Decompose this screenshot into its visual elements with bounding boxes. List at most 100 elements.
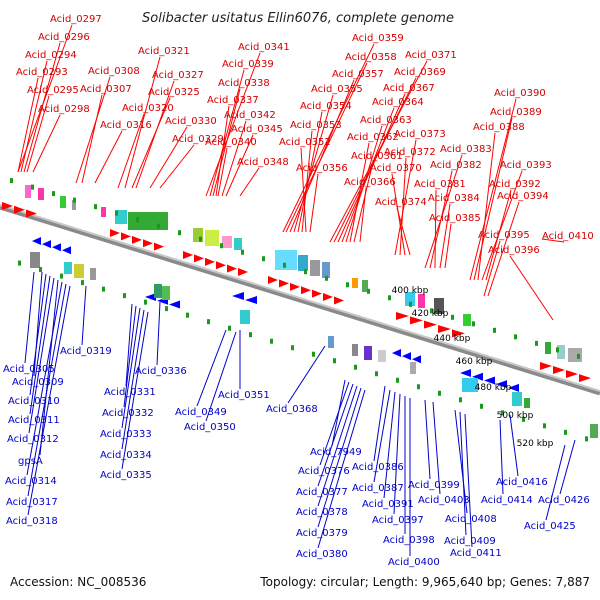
feature-marker bbox=[123, 293, 126, 299]
gene-block bbox=[310, 260, 320, 276]
leader-line-forward bbox=[301, 130, 313, 233]
gene-block bbox=[524, 398, 530, 408]
gene-arrow-forward bbox=[268, 276, 278, 284]
gene-label-forward: Acid_0358 bbox=[345, 52, 397, 63]
gene-label-forward: Acid_0321 bbox=[138, 46, 190, 57]
gene-label-forward: Acid_0374 bbox=[375, 197, 427, 208]
gene-arrow-reverse bbox=[169, 300, 180, 309]
gene-label-forward: Acid_0308 bbox=[88, 66, 140, 77]
tick-label: 480 kbp bbox=[475, 383, 512, 393]
tick-label: 520 kbp bbox=[517, 439, 554, 449]
gene-label-forward: Acid_0327 bbox=[152, 70, 204, 81]
gene-label-forward: Acid_0388 bbox=[473, 122, 525, 133]
gene-label-reverse: Acid_0351 bbox=[218, 390, 270, 401]
genome-backbone bbox=[0, 204, 600, 396]
feature-marker bbox=[438, 390, 441, 396]
gene-arrow-reverse bbox=[245, 296, 257, 305]
feature-marker bbox=[451, 314, 454, 320]
gene-label-forward: Acid_0348 bbox=[237, 157, 289, 168]
gene-label-reverse: Acid_0312 bbox=[7, 434, 59, 445]
gene-label-reverse: Acid_0334 bbox=[100, 450, 152, 461]
leader-line-reverse bbox=[156, 301, 161, 366]
gene-label-forward: Acid_0354 bbox=[300, 101, 352, 112]
leader-line-reverse bbox=[205, 331, 237, 422]
feature-marker bbox=[472, 321, 475, 327]
feature-marker bbox=[94, 204, 97, 210]
gene-label-forward: Acid_0366 bbox=[344, 177, 396, 188]
leader-line-reverse bbox=[287, 345, 326, 404]
gene-label-forward: Acid_0329 bbox=[172, 134, 224, 145]
backbone-highlight bbox=[0, 204, 600, 392]
gene-label-forward: Acid_0381 bbox=[414, 179, 466, 190]
scale-ticks: 400 kbp 420 kbp 440 kbp 460 kbp 480 kbp 500 k… bbox=[392, 286, 554, 449]
gene-label-reverse: Acid_0311 bbox=[8, 415, 60, 426]
gene-block bbox=[240, 310, 250, 324]
gene-label-forward: Acid_0382 bbox=[430, 160, 482, 171]
gene-label-reverse: Acid_0379 bbox=[296, 528, 348, 539]
leader-line-forward bbox=[23, 42, 61, 173]
leader-line-forward bbox=[394, 139, 417, 256]
gene-label-reverse: Acid_0391 bbox=[362, 499, 414, 510]
tick-label: 400 kbp bbox=[392, 286, 429, 296]
gene-arrow-forward bbox=[143, 239, 153, 248]
feature-marker bbox=[207, 319, 210, 325]
feature-marker bbox=[514, 334, 517, 340]
leader-line-forward bbox=[541, 238, 565, 243]
gene-arrow-forward bbox=[566, 370, 578, 379]
tick-label: 460 kbp bbox=[456, 357, 493, 367]
feature-marker bbox=[144, 299, 147, 305]
gene-block bbox=[128, 212, 168, 230]
gene-label-forward: Acid_0384 bbox=[428, 193, 480, 204]
gene-label-forward: Acid_0339 bbox=[222, 59, 274, 70]
tick-label: 500 kbp bbox=[497, 411, 534, 421]
feature-marker bbox=[291, 345, 294, 351]
leader-line-forward bbox=[473, 117, 513, 281]
gene-label-reverse: Acid_0387 bbox=[352, 483, 404, 494]
gene-label-forward: Acid_0337 bbox=[207, 95, 259, 106]
gene-arrow-forward bbox=[26, 209, 37, 218]
feature-marker bbox=[585, 436, 588, 442]
tick-label: 420 kbp bbox=[412, 309, 449, 319]
gene-block bbox=[193, 228, 203, 242]
gene-label-forward: Acid_0296 bbox=[38, 32, 90, 43]
gene-arrow-forward bbox=[14, 205, 25, 214]
genome-summary-text: Topology: circular; Length: 9,965,640 bp… bbox=[259, 575, 590, 589]
gene-label-forward: Acid_0372 bbox=[384, 147, 436, 158]
leader-line-forward bbox=[239, 167, 260, 197]
leader-line-reverse bbox=[27, 283, 67, 497]
gene-arrow-forward bbox=[553, 366, 565, 375]
gene-label-forward: Acid_0298 bbox=[38, 104, 90, 115]
gene-block bbox=[205, 230, 219, 246]
leader-line-reverse bbox=[27, 285, 71, 516]
leader-line-forward bbox=[477, 132, 496, 281]
gene-label-reverse: Acid_0335 bbox=[100, 470, 152, 481]
gene-label-forward: Acid_0353 bbox=[290, 120, 342, 131]
gene-arrow-forward bbox=[227, 264, 237, 273]
leader-line-reverse bbox=[24, 271, 35, 364]
leader-line-reverse bbox=[26, 281, 63, 476]
gene-label-forward: Acid_0371 bbox=[405, 50, 457, 61]
gene-arrow-forward bbox=[396, 312, 409, 320]
gene-label-reverse: Acid_0398 bbox=[383, 535, 435, 546]
gene-block bbox=[72, 200, 76, 210]
gene-label-reverse: Acid_0403 bbox=[418, 495, 470, 506]
leader-line-reverse bbox=[317, 387, 362, 528]
feature-marker bbox=[262, 256, 265, 262]
gene-arrow-forward bbox=[424, 320, 437, 329]
gene-label-forward: Acid_0369 bbox=[394, 67, 446, 78]
leader-line-forward bbox=[94, 130, 123, 184]
gene-block bbox=[352, 344, 358, 356]
leader-line-forward bbox=[289, 79, 355, 233]
feature-marker bbox=[304, 269, 307, 275]
feature-marker bbox=[39, 267, 42, 273]
gene-label-forward: Acid_0330 bbox=[165, 116, 217, 127]
gene-label-reverse: Acid_0349 bbox=[175, 407, 227, 418]
gene-arrow-forward bbox=[438, 325, 451, 334]
gene-block bbox=[545, 342, 551, 354]
gene-arrow-forward bbox=[205, 257, 215, 266]
feature-marker bbox=[270, 338, 273, 344]
leader-line-forward bbox=[485, 189, 512, 281]
feature-marker bbox=[31, 184, 34, 190]
feature-marker bbox=[312, 351, 315, 357]
gene-arrow-forward bbox=[121, 232, 131, 241]
